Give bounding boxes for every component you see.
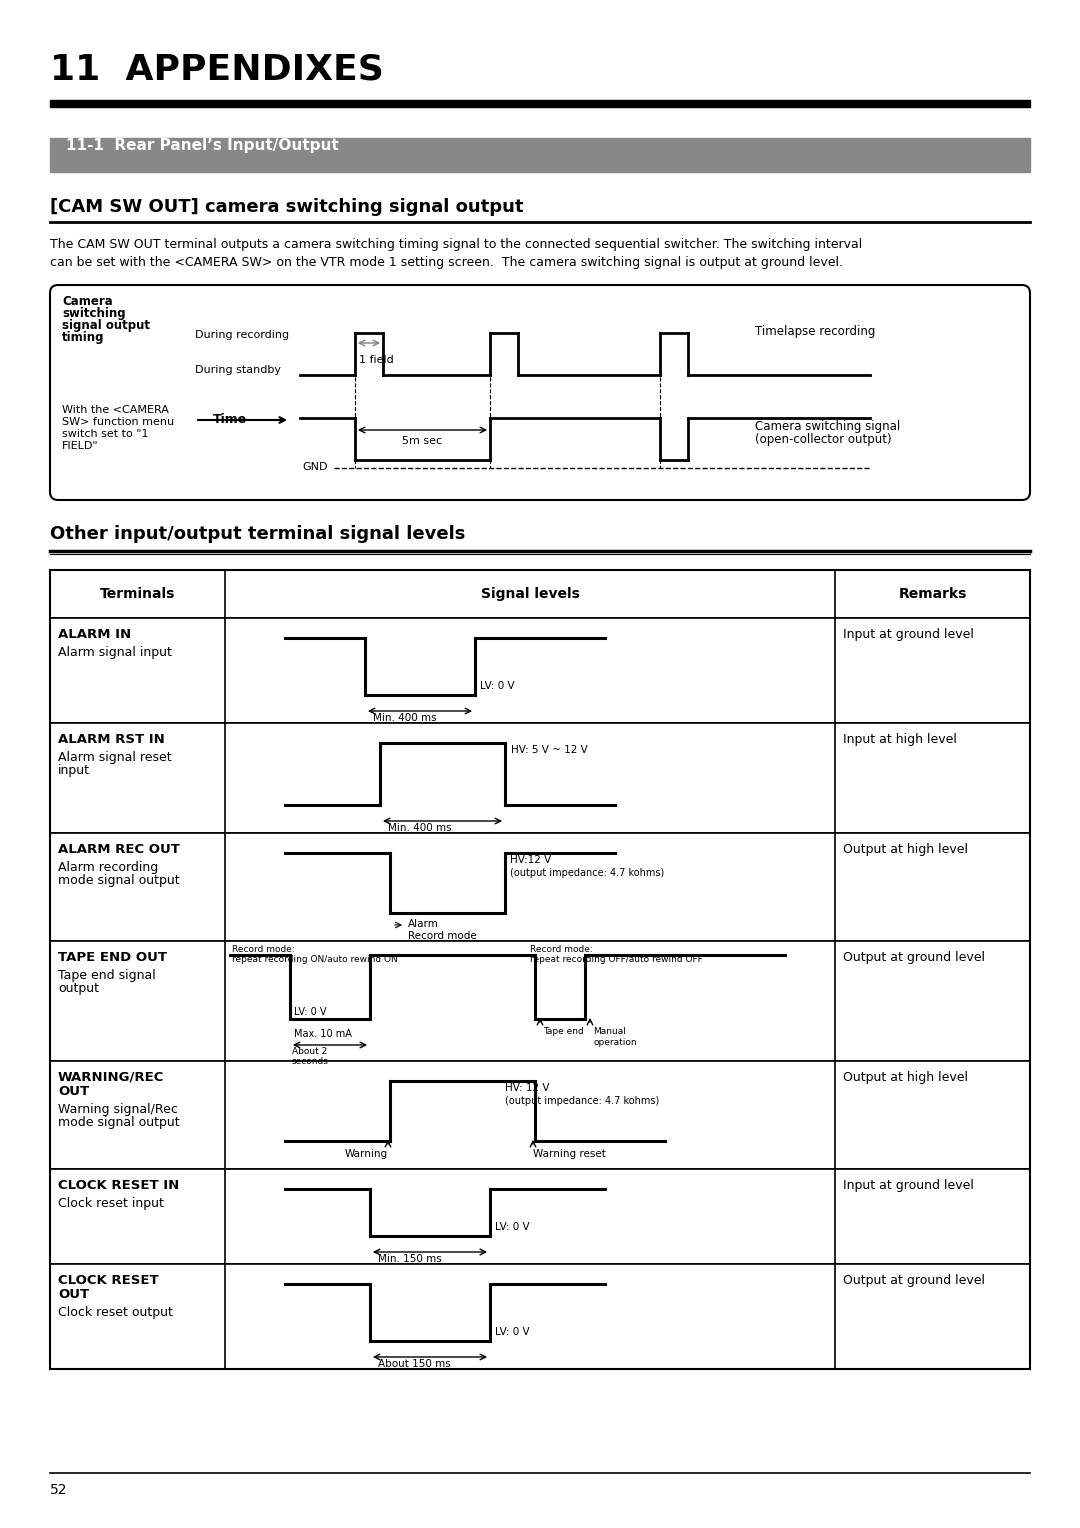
Bar: [50, 941, 1030, 1060]
Text: timing: timing: [62, 332, 105, 344]
Text: Warning reset: Warning reset: [534, 1149, 606, 1160]
Text: TAPE END OUT: TAPE END OUT: [58, 950, 167, 964]
Text: Camera: Camera: [62, 295, 112, 309]
Text: Input at ground level: Input at ground level: [843, 628, 974, 642]
Text: ALARM RST IN: ALARM RST IN: [58, 733, 165, 746]
Text: LV: 0 V: LV: 0 V: [495, 1326, 529, 1337]
Text: (output impedance: 4.7 kohms): (output impedance: 4.7 kohms): [510, 868, 664, 879]
Text: (open-collector output): (open-collector output): [755, 432, 892, 446]
Text: Output at ground level: Output at ground level: [843, 950, 985, 964]
Text: 11-1  Rear Panel’s Input/Output: 11-1 Rear Panel’s Input/Output: [66, 138, 339, 153]
Text: can be set with the <CAMERA SW> on the VTR mode 1 setting screen.  The camera sw: can be set with the <CAMERA SW> on the V…: [50, 257, 843, 269]
Text: Other input/output terminal signal levels: Other input/output terminal signal level…: [50, 526, 465, 542]
Text: Min. 400 ms: Min. 400 ms: [388, 824, 451, 833]
Text: Signal levels: Signal levels: [481, 587, 580, 601]
Text: OUT: OUT: [58, 1085, 90, 1099]
Text: Max. 10 mA: Max. 10 mA: [294, 1028, 352, 1039]
Text: ALARM IN: ALARM IN: [58, 628, 131, 642]
Text: Alarm signal input: Alarm signal input: [58, 646, 172, 659]
Bar: [50, 617, 1030, 723]
Text: During standby: During standby: [195, 365, 281, 374]
Text: Record mode:: Record mode:: [530, 944, 593, 953]
Text: seconds: seconds: [292, 1057, 329, 1067]
Bar: [50, 1060, 1030, 1169]
Text: GND: GND: [302, 461, 327, 472]
Text: Camera switching signal: Camera switching signal: [755, 420, 901, 432]
Text: Terminals: Terminals: [99, 587, 175, 601]
Text: Min. 150 ms: Min. 150 ms: [378, 1254, 442, 1264]
Text: Alarm signal reset: Alarm signal reset: [58, 750, 172, 764]
Text: repeat recording ON/auto rewind ON: repeat recording ON/auto rewind ON: [232, 955, 397, 964]
Text: SW> function menu: SW> function menu: [62, 417, 174, 426]
Text: During recording: During recording: [195, 330, 289, 341]
Bar: [50, 723, 1030, 833]
Text: ALARM REC OUT: ALARM REC OUT: [58, 843, 180, 856]
Text: CLOCK RESET: CLOCK RESET: [58, 1274, 159, 1287]
Text: Output at high level: Output at high level: [843, 1071, 968, 1083]
Text: About 2: About 2: [292, 1047, 327, 1056]
Text: 5m sec: 5m sec: [402, 435, 442, 446]
Text: output: output: [58, 983, 99, 995]
Text: Remarks: Remarks: [899, 587, 967, 601]
Text: LV: 0 V: LV: 0 V: [294, 1007, 326, 1018]
Text: 52: 52: [50, 1484, 67, 1497]
Text: HV:12 V: HV:12 V: [510, 856, 551, 865]
Text: HV: 12 V: HV: 12 V: [505, 1083, 550, 1093]
Text: LV: 0 V: LV: 0 V: [480, 681, 515, 691]
Bar: [50, 99, 1030, 107]
Text: Record mode: Record mode: [408, 931, 476, 941]
Text: input: input: [58, 764, 90, 778]
Bar: [50, 1264, 1030, 1369]
Text: WARNING/REC: WARNING/REC: [58, 1071, 164, 1083]
Bar: [50, 138, 1030, 173]
Text: FIELD": FIELD": [62, 442, 98, 451]
Text: Alarm recording: Alarm recording: [58, 860, 159, 874]
Text: signal output: signal output: [62, 319, 150, 332]
Text: Input at high level: Input at high level: [843, 733, 957, 746]
Bar: [50, 1169, 1030, 1264]
Text: Output at high level: Output at high level: [843, 843, 968, 856]
Text: Warning: Warning: [345, 1149, 388, 1160]
Text: 11  APPENDIXES: 11 APPENDIXES: [50, 52, 383, 86]
Text: Input at ground level: Input at ground level: [843, 1180, 974, 1192]
Text: The CAM SW OUT terminal outputs a camera switching timing signal to the connecte: The CAM SW OUT terminal outputs a camera…: [50, 238, 862, 251]
Text: About 150 ms: About 150 ms: [378, 1358, 450, 1369]
Text: mode signal output: mode signal output: [58, 1115, 179, 1129]
Text: Record mode:: Record mode:: [232, 944, 295, 953]
Text: switching: switching: [62, 307, 125, 319]
Text: HV: 5 V ~ 12 V: HV: 5 V ~ 12 V: [511, 746, 588, 755]
Text: mode signal output: mode signal output: [58, 874, 179, 886]
FancyBboxPatch shape: [50, 286, 1030, 500]
Bar: [50, 570, 1030, 617]
Text: switch set to "1: switch set to "1: [62, 429, 149, 439]
Text: LV: 0 V: LV: 0 V: [495, 1222, 529, 1232]
Text: Tape end: Tape end: [543, 1027, 584, 1036]
Bar: [50, 833, 1030, 941]
Text: Min. 400 ms: Min. 400 ms: [373, 714, 436, 723]
Text: Tape end signal: Tape end signal: [58, 969, 156, 983]
Text: Alarm: Alarm: [408, 918, 438, 929]
Text: repeat recording OFF/auto rewind OFF: repeat recording OFF/auto rewind OFF: [530, 955, 703, 964]
Text: With the <CAMERA: With the <CAMERA: [62, 405, 168, 416]
Text: OUT: OUT: [58, 1288, 90, 1300]
Bar: [50, 570, 1030, 1369]
Text: Warning signal/Rec: Warning signal/Rec: [58, 1103, 178, 1115]
Text: Clock reset input: Clock reset input: [58, 1196, 164, 1210]
Text: Clock reset output: Clock reset output: [58, 1306, 173, 1319]
Text: Manual: Manual: [593, 1027, 626, 1036]
Text: 1 field: 1 field: [359, 354, 394, 365]
Text: Output at ground level: Output at ground level: [843, 1274, 985, 1287]
Text: Time: Time: [213, 413, 247, 426]
Text: CLOCK RESET IN: CLOCK RESET IN: [58, 1180, 179, 1192]
Text: Timelapse recording: Timelapse recording: [755, 325, 876, 338]
Text: (output impedance: 4.7 kohms): (output impedance: 4.7 kohms): [505, 1096, 659, 1106]
Text: [CAM SW OUT] camera switching signal output: [CAM SW OUT] camera switching signal out…: [50, 199, 524, 215]
Text: operation: operation: [593, 1038, 636, 1047]
